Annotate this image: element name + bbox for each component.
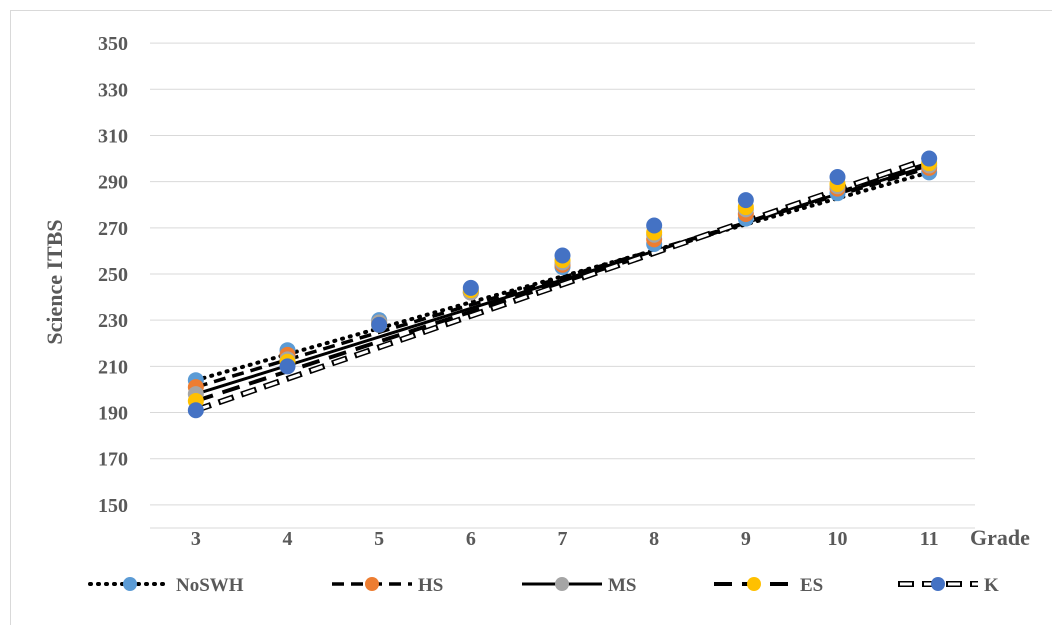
x-tick-label: 10 [828, 528, 848, 550]
series-markers [187, 150, 938, 419]
data-point-K-3 [187, 402, 204, 419]
y-tick-label: 170 [98, 449, 128, 471]
x-tick-label: 4 [283, 528, 293, 550]
x-tick-label: 3 [191, 528, 201, 550]
y-tick-label: 210 [98, 356, 128, 378]
legend-label: K [984, 575, 999, 596]
data-point-K-11 [921, 150, 938, 167]
legend: NoSWH HS MS ES K [88, 575, 999, 596]
x-axis-label: Grade [970, 525, 1030, 550]
legend-marker-NoSWH [123, 577, 137, 591]
legend-marker-K [931, 577, 945, 591]
legend-item-K: K [898, 575, 999, 596]
data-point-K-5 [371, 316, 388, 333]
y-tick-label: 190 [98, 403, 128, 425]
y-axis-ticks: 150 170 190 210 230 250 270 290 310 330 350 [98, 33, 128, 517]
y-tick-label: 310 [98, 125, 128, 147]
series-line-ES [195, 161, 930, 403]
series-line-K-inner [195, 157, 930, 412]
x-axis-ticks: 3 4 5 6 7 8 9 10 11 [191, 528, 939, 550]
legend-label: MS [608, 575, 637, 596]
legend-item-HS: HS [332, 575, 443, 596]
y-axis-label: Science ITBS [42, 219, 67, 344]
x-tick-label: 11 [920, 528, 939, 550]
x-tick-label: 9 [741, 528, 751, 550]
legend-marker-MS [555, 577, 569, 591]
y-tick-label: 230 [98, 310, 128, 332]
y-tick-label: 290 [98, 172, 128, 194]
legend-marker-HS [365, 577, 379, 591]
data-point-K-4 [279, 358, 296, 375]
x-tick-label: 5 [374, 528, 384, 550]
y-tick-label: 350 [98, 33, 128, 55]
x-tick-label: 6 [466, 528, 476, 550]
data-point-K-9 [737, 192, 754, 209]
chart-border [10, 10, 1052, 625]
legend-item-ES: ES [714, 575, 823, 596]
data-point-K-7 [554, 247, 571, 264]
x-tick-label: 8 [649, 528, 659, 550]
data-point-K-6 [462, 279, 479, 296]
series-line-NoSWH [193, 170, 932, 383]
legend-label: HS [418, 575, 443, 596]
series-line-MS [195, 164, 930, 396]
y-tick-label: 150 [98, 495, 128, 517]
series-lines [193, 155, 932, 414]
data-point-K-8 [646, 217, 663, 234]
x-tick-label: 7 [558, 528, 568, 550]
legend-label: ES [800, 575, 823, 596]
legend-label: NoSWH [176, 575, 244, 596]
y-tick-label: 270 [98, 218, 128, 240]
legend-marker-ES [747, 577, 761, 591]
data-point-K-10 [829, 169, 846, 186]
legend-item-NoSWH: NoSWH [88, 575, 244, 596]
y-tick-label: 250 [98, 264, 128, 286]
y-tick-label: 330 [98, 79, 128, 101]
legend-item-MS: MS [522, 575, 637, 596]
